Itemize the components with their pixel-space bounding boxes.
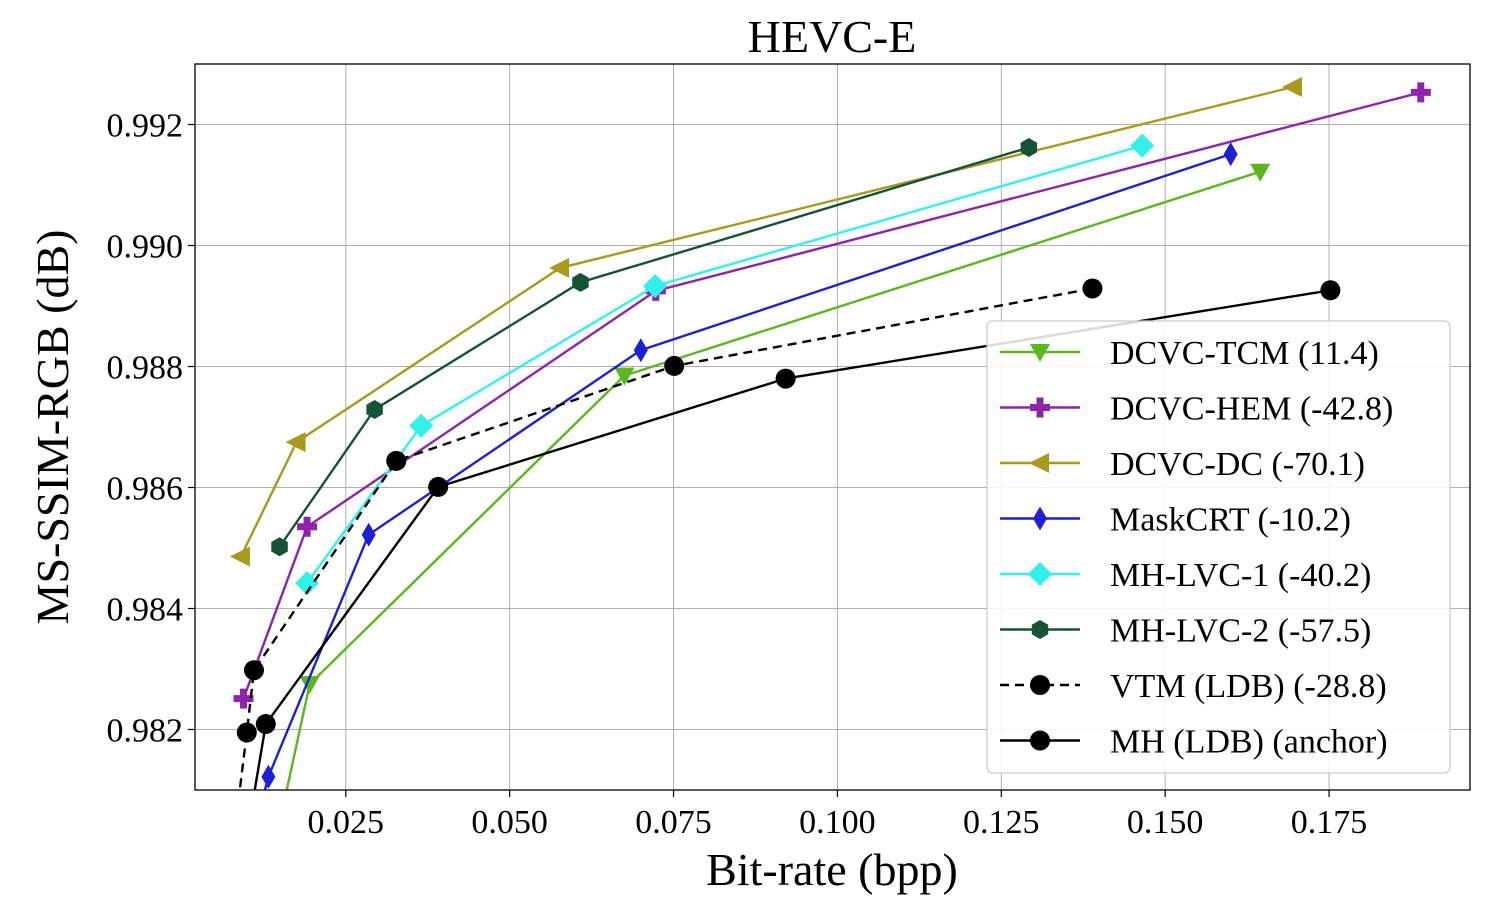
series-5 [271,138,1038,557]
y-tick-label: 0.990 [107,229,184,266]
data-point [614,367,635,386]
series-line [238,287,1093,790]
legend-item: DCVC-DC (-70.1) [1000,446,1365,483]
legend-marker [1030,397,1050,418]
data-point [297,516,318,537]
data-point [229,546,250,567]
legend-item: DCVC-HEM (-42.8) [1000,391,1393,428]
data-point [1250,163,1271,182]
data-point [1082,278,1103,299]
y-tick-label: 0.986 [107,471,184,508]
data-point [271,537,288,557]
data-point [1130,133,1155,158]
tick-layer: 0.025 0.050 0.075 0.100 0.125 0.150 0.175 0.982… [107,108,1368,842]
data-point [261,764,276,789]
series-3 [261,142,1238,790]
series-0 [285,163,1271,790]
legend-item: MH-LVC-1 (-40.2) [1000,557,1371,594]
legend-label: MH-LVC-1 (-40.2) [1110,557,1371,594]
legend-label: MH (LDB) (anchor) [1110,724,1388,761]
data-point [409,413,434,438]
data-point [1223,142,1238,167]
legend-label: DCVC-HEM (-42.8) [1110,391,1393,428]
legend-marker [1029,453,1049,473]
series-7 [253,280,1341,790]
legend-item: MH (LDB) (anchor) [1000,724,1388,761]
data-point [361,522,376,547]
data-point [233,688,254,709]
series-4 [295,133,1155,596]
x-tick-label: 0.025 [308,804,385,841]
y-tick-label: 0.982 [107,713,184,750]
legend-box [986,320,1451,774]
data-point [428,476,449,497]
data-point [549,257,570,278]
series-line [306,144,1143,584]
series-line [278,146,1030,548]
data-point [386,450,407,471]
x-tick-label: 0.150 [1127,804,1204,841]
legend-item: VTM (LDB) (-28.8) [1000,668,1387,705]
data-point [1282,77,1302,97]
x-tick-label: 0.175 [1291,804,1368,841]
data-point [366,400,383,419]
legend-item: MaskCRT (-10.2) [1000,502,1351,539]
legend-marker [1033,506,1047,531]
legend-marker [1030,730,1050,751]
legend-marker [1030,344,1050,362]
data-point [236,722,257,743]
x-axis-title: Bit-rate (bpp) [706,844,958,895]
data-point [1410,82,1431,103]
chart-title: HEVC-E [748,11,917,62]
data-point [243,660,264,681]
y-tick-label: 0.992 [107,108,184,145]
legend-label: MH-LVC-2 (-57.5) [1110,613,1371,650]
series-layer [229,77,1431,790]
data-point [633,338,648,363]
data-point [299,676,320,695]
data-point [664,355,685,376]
data-point [643,274,668,298]
data-point [775,368,796,389]
series-line [285,170,1261,790]
y-tick-label: 0.988 [107,350,184,387]
plot-frame [194,63,1471,791]
x-tick-label: 0.100 [799,804,876,841]
data-point [1320,280,1341,301]
legend-label: MaskCRT (-10.2) [1110,502,1351,539]
legend-marker [1030,675,1050,695]
y-axis-title: MS-SSIM-RGB (dB) [27,230,78,625]
legend-item: MH-LVC-2 (-57.5) [1000,613,1371,650]
legend-label: DCVC-DC (-70.1) [1110,446,1365,483]
data-point [255,714,276,735]
x-tick-label: 0.050 [471,804,548,841]
x-tick-label: 0.075 [635,804,712,841]
legend-label: VTM (LDB) (-28.8) [1110,668,1387,705]
data-point [1020,138,1038,157]
series-line [242,91,1422,700]
legend-marker [1031,620,1049,639]
legend-item: DCVC-TCM (11.4) [1000,335,1379,372]
legend-label: DCVC-TCM (11.4) [1110,335,1379,372]
y-tick-label: 0.984 [107,592,184,629]
data-point [295,571,320,596]
legend-marker [1028,562,1052,586]
x-tick-label: 0.125 [963,804,1040,841]
legend: DCVC-TCM (11.4) DCVC-HEM (-42.8) DCVC-DC (… [986,320,1451,774]
data-point [285,432,306,453]
data-point [572,272,589,292]
series-6 [236,278,1103,790]
